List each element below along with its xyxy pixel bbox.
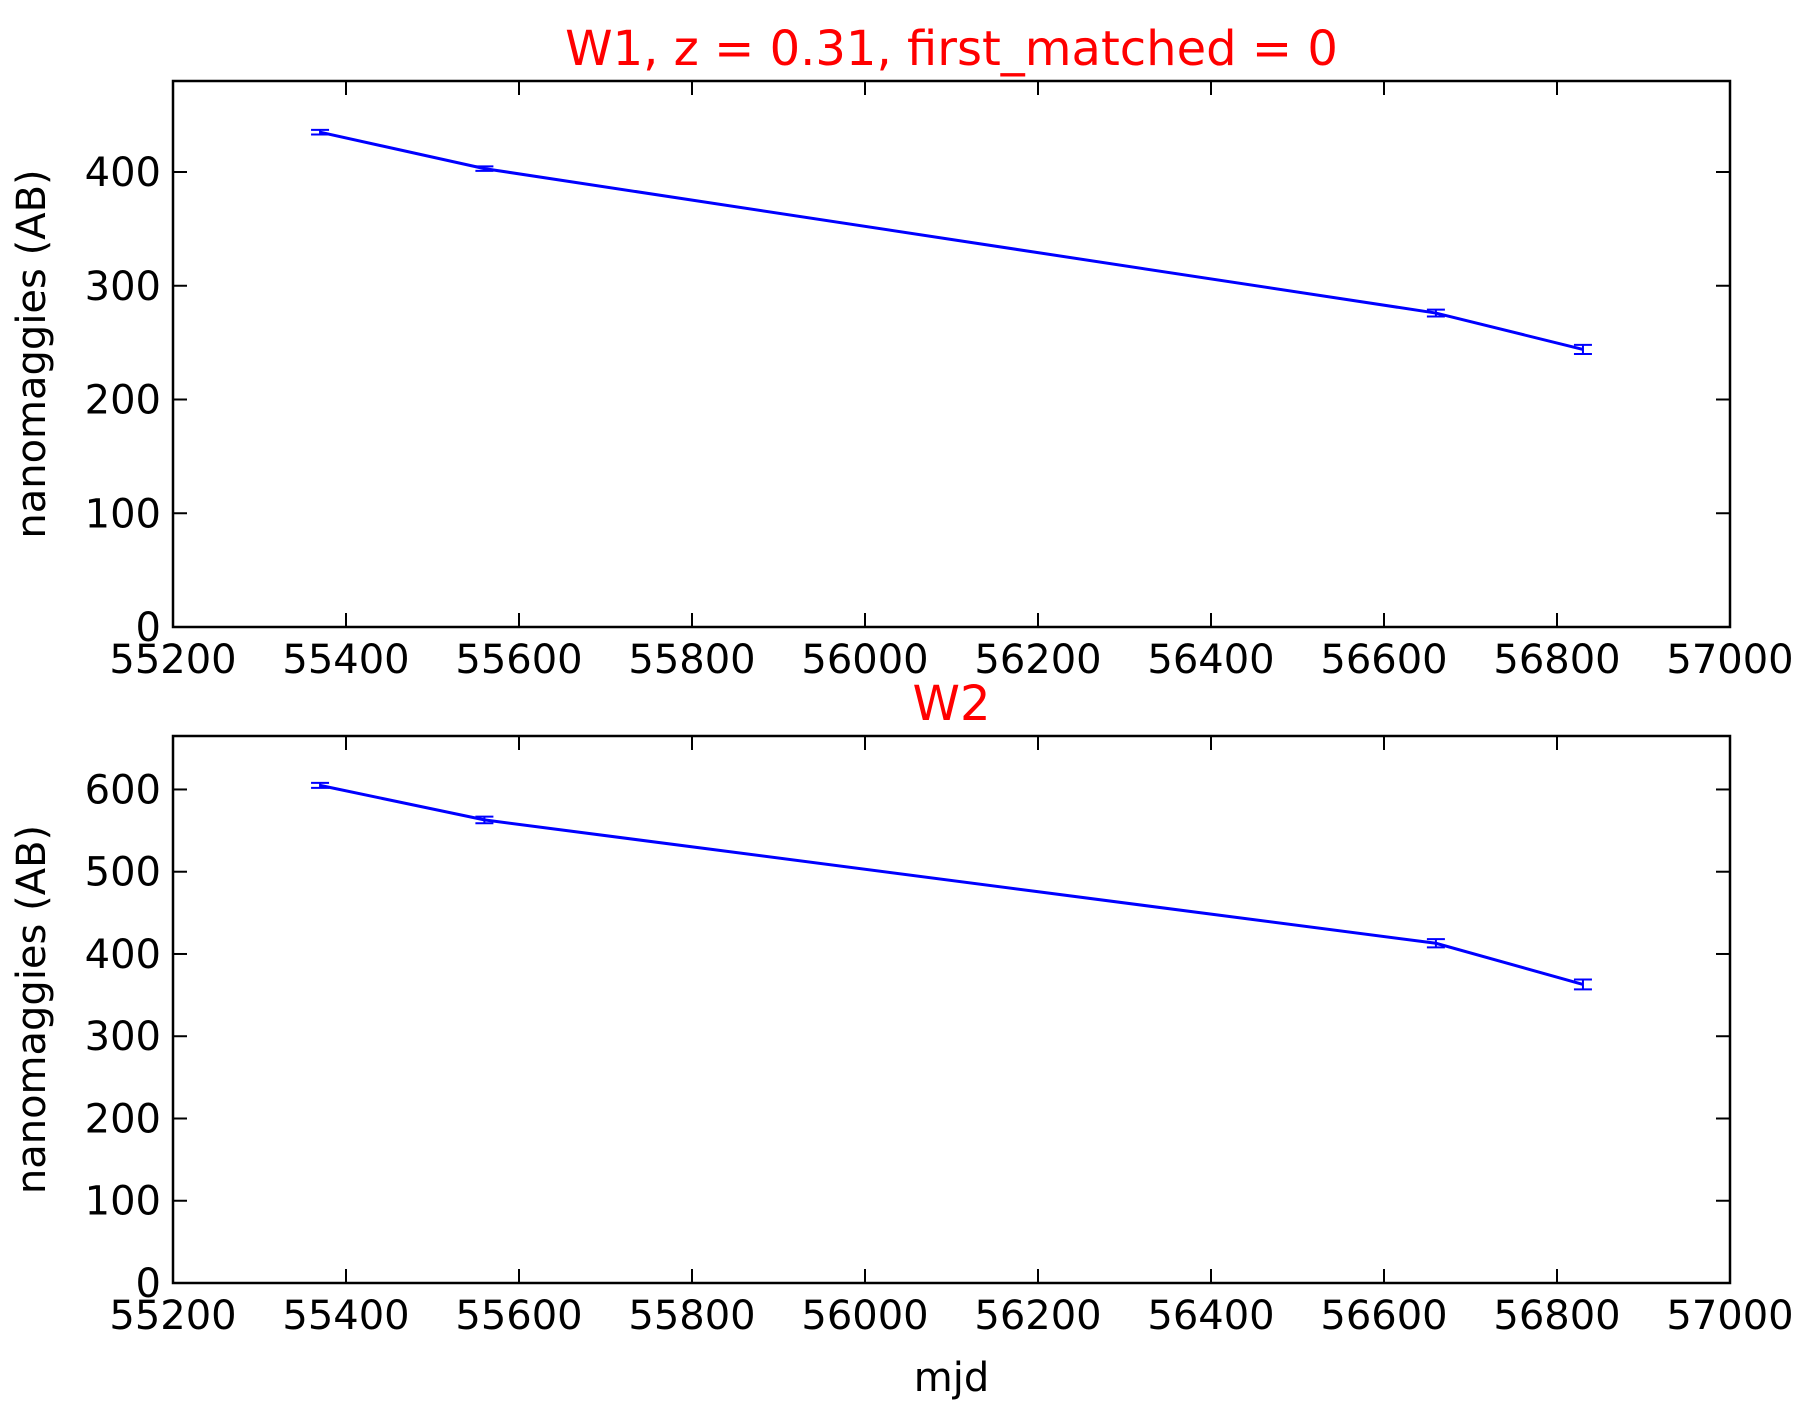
- series-line: [319, 130, 1584, 351]
- x-axis-label: mjd: [914, 1355, 989, 1401]
- x-tick-label: 56600: [1320, 637, 1447, 683]
- y-tick-label: 100: [85, 491, 161, 537]
- x-tick-label: 56000: [801, 637, 928, 683]
- plots-layer: 55200 55400 55600 55800 56000 56200 56400 56600…: [9, 21, 1794, 1401]
- y-tick-label: 300: [85, 264, 161, 310]
- x-tick-label: 56600: [1320, 1293, 1447, 1339]
- y-axis-label: nanomaggies (AB): [9, 169, 55, 538]
- x-tick-label: 57000: [1666, 1293, 1793, 1339]
- y-tick-label: 500: [85, 850, 161, 896]
- x-tick-label: 55600: [455, 637, 582, 683]
- subplot-1: 55200 55400 55600 55800 56000 56200 56400 56600…: [9, 21, 1794, 683]
- y-tick-label: 300: [85, 1014, 161, 1060]
- x-tick-label: 57000: [1666, 637, 1793, 683]
- axes-frame: [171, 79, 1732, 629]
- x-tick-label: 55200: [109, 637, 236, 683]
- error-bar: [475, 815, 494, 825]
- axes-frame: [171, 734, 1732, 1285]
- y-tick-label: 0: [136, 1261, 161, 1307]
- x-tick-label: 55400: [282, 1293, 409, 1339]
- y-tick-label: 400: [85, 932, 161, 978]
- y-tick-label: 600: [85, 767, 161, 813]
- x-tick-label: 56400: [1147, 637, 1274, 683]
- x-tick-label: 55200: [109, 1293, 236, 1339]
- error-bar: [1426, 938, 1445, 949]
- error-bar: [1573, 978, 1592, 991]
- x-tick-label: 55400: [282, 637, 409, 683]
- x-tick-label: 56800: [1493, 1293, 1620, 1339]
- x-tick-label: 56000: [801, 1293, 928, 1339]
- y-tick-label: 0: [136, 605, 161, 651]
- y-axis-label: nanomaggies (AB): [9, 825, 55, 1194]
- x-tick-label: 56400: [1147, 1293, 1274, 1339]
- subplot-2: 55200 55400 55600 55800 56000 56200 56400 56600…: [9, 676, 1794, 1401]
- y-tick-label: 200: [85, 1096, 161, 1142]
- y-tick-label: 200: [85, 378, 161, 424]
- x-tick-label: 55800: [628, 1293, 755, 1339]
- x-tick-label: 56200: [974, 1293, 1101, 1339]
- plot-title: W1, z = 0.31, first_matched = 0: [565, 21, 1338, 77]
- series-line: [319, 783, 1584, 986]
- y-tick-label: 400: [85, 150, 161, 196]
- error-bar: [311, 128, 330, 136]
- x-tick-label: 56800: [1493, 637, 1620, 683]
- x-tick-label: 56200: [974, 637, 1101, 683]
- x-tick-label: 55600: [455, 1293, 582, 1339]
- error-bar: [1573, 343, 1592, 355]
- plot-title: W2: [913, 676, 991, 732]
- x-tick-label: 55800: [628, 637, 755, 683]
- error-bar: [1426, 308, 1445, 318]
- error-bar: [311, 781, 330, 789]
- y-tick-label: 100: [85, 1179, 161, 1225]
- error-bar: [475, 165, 494, 172]
